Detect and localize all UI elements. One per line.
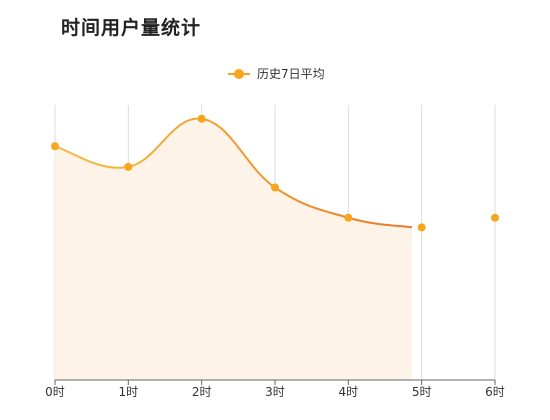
legend-marker <box>234 69 244 79</box>
x-tick-label: 0时 <box>45 385 65 399</box>
data-point-5时[interactable] <box>417 223 426 232</box>
x-tick-label: 4时 <box>339 385 359 399</box>
legend-label: 历史7日平均 <box>257 67 325 81</box>
x-axis-ticks: 0时 1时 2时 3时 4时 5时 6时 <box>45 380 505 399</box>
data-point-6时[interactable] <box>491 213 499 222</box>
data-point-4时[interactable] <box>344 213 353 222</box>
area-fill <box>55 118 412 381</box>
data-point-3时[interactable] <box>271 183 279 192</box>
x-tick-label: 5时 <box>412 385 432 399</box>
x-tick-label: 1时 <box>119 385 139 399</box>
data-point-1时[interactable] <box>124 162 133 171</box>
chart-title: 时间用户量统计 <box>61 17 202 39</box>
x-tick-label: 3时 <box>265 385 285 399</box>
data-point-0时[interactable] <box>51 142 59 151</box>
x-tick-label: 2时 <box>192 385 212 399</box>
data-point-2时[interactable] <box>197 114 206 123</box>
legend[interactable]: 历史7日平均 <box>228 67 325 81</box>
data-points <box>51 114 499 232</box>
x-tick-label: 6时 <box>485 385 505 399</box>
